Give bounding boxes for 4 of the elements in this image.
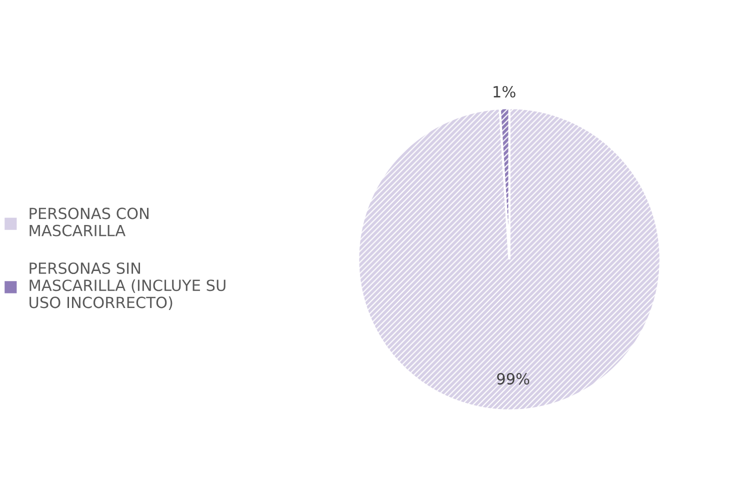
legend-label: PERSONAS CON MASCARILLA [30, 208, 148, 236]
data-label: 1% [494, 86, 516, 98]
legend-label: PERSONAS SIN MASCARILLA (INCLUYE SU USO INCORRECTO) [30, 262, 226, 310]
data-label: 99% [497, 373, 530, 385]
